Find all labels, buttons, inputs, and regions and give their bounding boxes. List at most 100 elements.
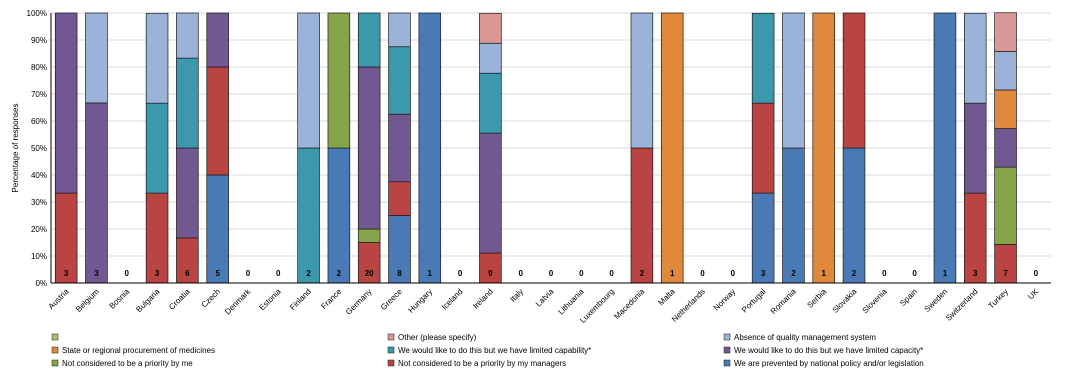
x-tick-label: Serbia xyxy=(805,287,828,310)
count-label: 2 xyxy=(306,269,311,278)
count-label: 0 xyxy=(700,269,705,278)
bar-segment xyxy=(357,12,381,68)
y-tick-label: 40% xyxy=(31,171,47,180)
x-tick-label: Malta xyxy=(656,287,677,308)
bar-segment xyxy=(357,228,381,243)
bar-segment xyxy=(630,12,654,149)
bar-segment xyxy=(933,12,957,284)
bar-segment xyxy=(812,12,835,284)
x-tick-label: Norway xyxy=(712,287,738,313)
bar-segment xyxy=(994,166,1017,245)
count-label: 3 xyxy=(973,269,978,278)
y-tick-label: 30% xyxy=(31,198,47,207)
count-label: 8 xyxy=(397,269,402,278)
x-tick-label: Croatia xyxy=(167,287,192,312)
y-axis-label: Percentage of responses xyxy=(11,104,20,193)
bar-segment xyxy=(963,102,987,194)
count-label: 0 xyxy=(458,269,463,278)
y-tick-label: 10% xyxy=(31,252,47,261)
bar-segment xyxy=(994,50,1017,91)
y-tick-label: 80% xyxy=(31,63,47,72)
bar-segment xyxy=(176,57,199,149)
bar-segment xyxy=(85,102,108,284)
x-tick-label: UK xyxy=(1026,287,1041,302)
legend-swatch xyxy=(723,359,731,367)
count-label: 6 xyxy=(185,269,190,278)
x-tick-label: Turkey xyxy=(987,287,1010,310)
count-label: 1 xyxy=(822,269,827,278)
bar-segment xyxy=(388,113,411,183)
x-tick-label: Belgium xyxy=(74,287,101,314)
bar-segment xyxy=(630,147,654,284)
x-tick-label: France xyxy=(319,287,343,311)
bar-segment xyxy=(145,102,169,194)
bars xyxy=(54,12,1017,284)
legend-entry: Absence of quality management system xyxy=(734,333,876,342)
count-label: 0 xyxy=(609,269,614,278)
y-tick-labels: 0% 10% 20% 30% 40% 50% 60% 70% 80% 90% 100% xyxy=(27,9,47,288)
count-label: 0 xyxy=(912,269,917,278)
y-tick-label: 20% xyxy=(31,225,47,234)
bar-segment xyxy=(176,12,199,59)
x-tick-label: Hungary xyxy=(406,287,434,315)
count-label: 2 xyxy=(337,269,342,278)
bar-segment xyxy=(479,42,502,74)
count-label: 1 xyxy=(428,269,433,278)
bar-segment xyxy=(206,66,229,176)
bar-segment xyxy=(206,12,229,68)
bar-segment xyxy=(782,147,805,284)
legend-swatch xyxy=(723,333,731,341)
bar-segment xyxy=(206,174,229,284)
x-tick-label: Slovenia xyxy=(861,287,889,315)
count-label: 0 xyxy=(1034,269,1039,278)
count-label: 0 xyxy=(882,269,887,278)
count-label: 9 xyxy=(488,269,493,278)
count-label: 0 xyxy=(731,269,736,278)
x-tick-label: Bosnia xyxy=(108,287,132,311)
grid-lines xyxy=(51,12,1051,284)
y-tick-label: 0% xyxy=(35,279,47,288)
x-tick-label: Austria xyxy=(47,287,71,311)
bar-segment xyxy=(479,72,502,134)
count-label: 5 xyxy=(215,269,220,278)
bar-segment xyxy=(479,252,502,284)
count-label: 0 xyxy=(246,269,251,278)
count-label: 1 xyxy=(943,269,948,278)
legend-entry: We would like to do this but we have lim… xyxy=(398,346,591,355)
bar-segment xyxy=(388,46,411,115)
count-label: 0 xyxy=(125,269,130,278)
x-tick-label: Czech xyxy=(200,287,222,309)
x-tick-label: Italy xyxy=(508,287,525,304)
bar-segment xyxy=(418,12,442,284)
bar-segment xyxy=(357,66,381,230)
x-tick-label: Greece xyxy=(379,287,404,312)
bar-segment xyxy=(842,147,866,284)
bar-segment xyxy=(963,12,987,104)
x-tick-label: Slovakia xyxy=(831,287,859,315)
count-labels: 3 3 0 3 6 5 0 0 2 2 20 8 1 0 9 0 0 0 0 2 1 0 0 3 2 1 2 0 0 1 3 7 0 xyxy=(64,269,1039,278)
bar-segment xyxy=(751,12,775,104)
legend-entry: We are prevented by national policy and/… xyxy=(734,359,924,368)
x-tick-label: Bulgaria xyxy=(134,287,162,315)
bar-segment xyxy=(297,12,320,149)
bar-segment xyxy=(145,12,169,104)
legend-swatch xyxy=(387,359,395,367)
legend-entry: State or regional procurement of medicin… xyxy=(62,346,215,355)
legend: Other (please specify) Absence of quality… xyxy=(51,333,924,368)
x-tick-label: Ireland xyxy=(471,287,495,311)
bar-segment xyxy=(54,12,78,194)
bar-segment xyxy=(994,89,1017,129)
count-label: 2 xyxy=(852,269,857,278)
count-label: 0 xyxy=(276,269,281,278)
bar-segment xyxy=(660,12,684,284)
y-tick-label: 90% xyxy=(31,36,47,45)
bar-segment xyxy=(388,181,411,216)
legend-entry: Other (please specify) xyxy=(398,333,477,342)
count-label: 0 xyxy=(549,269,554,278)
bar-segment xyxy=(176,147,199,239)
legend-entry: Not considered to be a priority by my ma… xyxy=(398,359,566,368)
count-label: 3 xyxy=(64,269,69,278)
x-tick-label: Switzerland xyxy=(944,287,980,323)
count-label: 2 xyxy=(791,269,796,278)
